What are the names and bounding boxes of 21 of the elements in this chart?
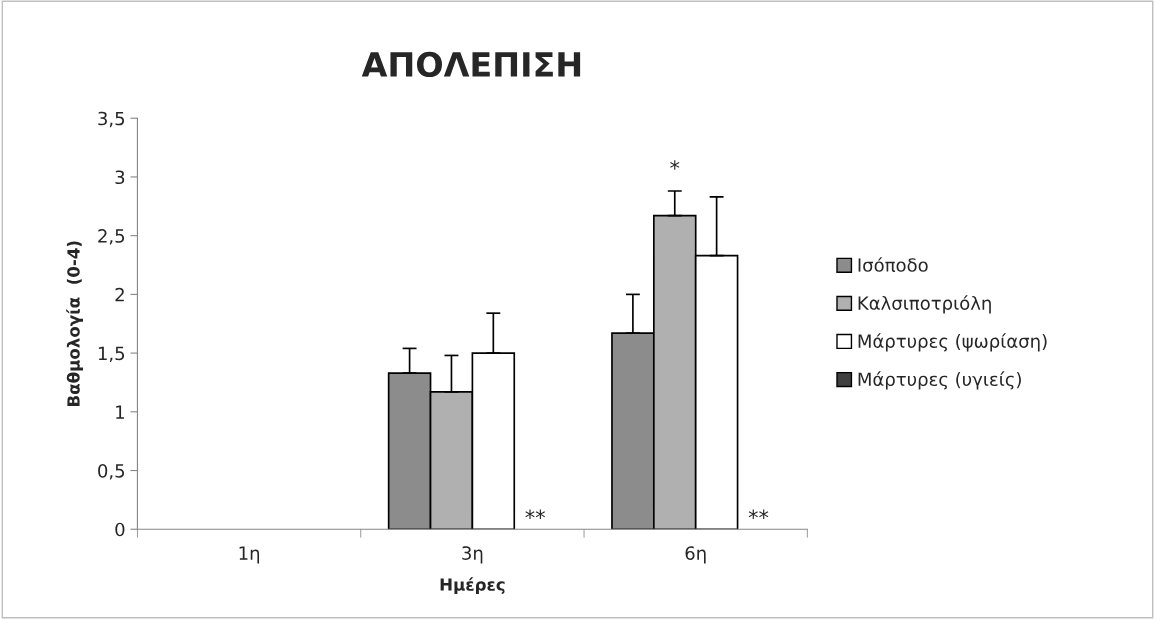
y-tick-label: 2,5 bbox=[98, 229, 125, 245]
y-axis-title: Βαθμολογία (0-4) bbox=[66, 241, 84, 406]
annotation: * bbox=[670, 160, 680, 170]
annotation: ** bbox=[748, 509, 769, 519]
y-tick-label: 0 bbox=[115, 522, 125, 537]
y-tick-label: 1 bbox=[116, 405, 124, 419]
y-tick-label: 0,5 bbox=[98, 463, 125, 480]
annotation: ** bbox=[525, 509, 545, 519]
x-axis-title: Ημέρες bbox=[440, 577, 505, 595]
y-tick-label: 1,5 bbox=[98, 346, 125, 363]
x-tick-label: 1η bbox=[239, 546, 260, 564]
x-tick-label: 6η bbox=[685, 546, 706, 564]
y-tick-label: 3,5 bbox=[98, 111, 125, 128]
x-tick-label: 3η bbox=[462, 546, 483, 564]
legend-label: Μάρτυρες (ψωρίαση) bbox=[858, 333, 1047, 352]
y-tick-label: 3 bbox=[115, 170, 125, 185]
legend-label: Καλσιποτριόλη bbox=[858, 295, 991, 314]
y-tick-label: 2 bbox=[115, 287, 124, 302]
legend-label: Ισόποδο bbox=[858, 257, 928, 272]
chart-title: ΑΠΟΛΕΠΙΣΗ bbox=[361, 51, 581, 78]
legend-label: Μάρτυρες (υγιείς) bbox=[858, 371, 1021, 390]
